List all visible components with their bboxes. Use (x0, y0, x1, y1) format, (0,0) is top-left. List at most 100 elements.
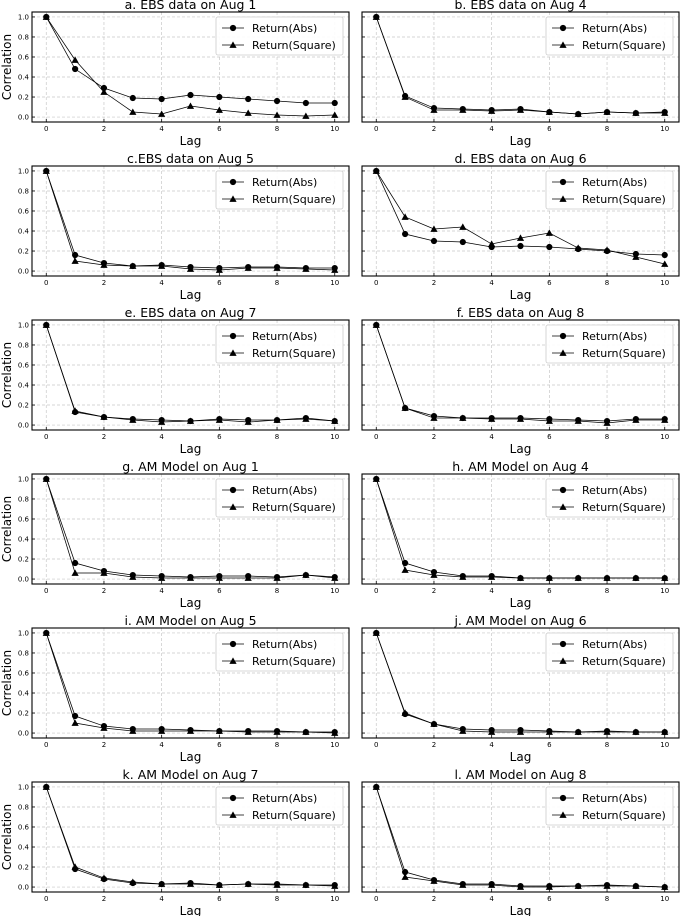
legend: Return(Abs) Return(Square) (215, 324, 344, 364)
data-point (661, 109, 669, 116)
data-point (372, 475, 380, 482)
subplot-title: h. AM Model on Aug 4 (452, 459, 589, 474)
x-tick-label: 10 (660, 279, 669, 287)
x-tick-label: 2 (102, 125, 106, 133)
x-axis-label: Lag (180, 288, 202, 302)
data-point (158, 418, 166, 425)
legend-marker (229, 41, 237, 48)
axes-frame (361, 473, 680, 585)
data-point (545, 108, 553, 115)
axes-frame (361, 11, 680, 123)
data-point (245, 95, 252, 103)
data-point (516, 234, 525, 241)
data-point (186, 417, 195, 424)
legend-label: Return(Abs) (252, 638, 317, 651)
axes-frame (31, 473, 350, 585)
data-point (574, 244, 582, 251)
subplot-12: l. AM Model on Aug 8 0 2 4 6 8 10 Lag Return(Abs… (361, 767, 680, 916)
legend-box (545, 16, 674, 56)
data-point (273, 111, 281, 118)
x-axis-label: Lag (180, 750, 202, 764)
data-point (401, 873, 409, 880)
data-point (402, 868, 409, 876)
x-tick-label: 6 (547, 279, 552, 287)
x-tick-label: 0 (44, 741, 48, 749)
data-point (71, 863, 79, 870)
series-return-square (42, 321, 339, 425)
x-tick-label: 4 (159, 125, 164, 133)
x-tick-label: 2 (432, 741, 436, 749)
x-axis-label: Lag (180, 442, 202, 456)
subplot-title: d. EBS data on Aug 6 (454, 151, 586, 166)
data-point (603, 419, 611, 426)
data-point (545, 417, 553, 424)
x-tick-label: 0 (44, 433, 48, 441)
x-tick-label: 8 (605, 587, 609, 595)
data-point (516, 415, 525, 422)
data-point (574, 882, 582, 889)
x-tick-label: 2 (102, 279, 106, 287)
legend-label: Return(Square) (582, 193, 666, 206)
legend-box (545, 786, 674, 826)
y-tick-label: 0.4 (18, 844, 30, 852)
data-point (187, 91, 194, 99)
legend-label: Return(Square) (252, 39, 336, 52)
data-point (302, 415, 310, 422)
data-point (129, 262, 137, 269)
data-point (244, 728, 252, 735)
y-tick-label: 0.0 (18, 884, 29, 892)
legend-marker (559, 640, 567, 648)
data-point (516, 728, 525, 735)
x-axis-label: Lag (510, 750, 532, 764)
data-point (372, 629, 380, 636)
legend-marker (229, 332, 237, 340)
data-point (546, 243, 553, 251)
legend-label: Return(Abs) (582, 22, 647, 35)
x-tick-label: 8 (605, 741, 609, 749)
x-tick-label: 10 (330, 125, 339, 133)
legend-label: Return(Square) (252, 809, 336, 822)
data-point (100, 261, 108, 268)
y-tick-label: 0.6 (18, 53, 30, 61)
data-point (302, 881, 310, 888)
series-return-square (42, 13, 339, 119)
data-point (186, 102, 195, 109)
x-tick-label: 0 (44, 279, 48, 287)
y-tick-label: 0.8 (18, 803, 29, 811)
y-tick-label: 0.6 (18, 669, 30, 677)
legend-label: Return(Square) (582, 39, 666, 52)
axes-frame (31, 627, 350, 739)
legend-marker (229, 503, 237, 510)
legend-box (545, 170, 674, 210)
data-point (632, 416, 640, 423)
x-tick-label: 6 (547, 125, 552, 133)
legend: Return(Abs) Return(Square) (545, 324, 674, 364)
subplot-title: l. AM Model on Aug 8 (454, 767, 586, 782)
data-point (129, 108, 137, 115)
gridlines (362, 320, 679, 430)
data-point (273, 574, 281, 581)
data-point (244, 418, 252, 425)
x-tick-label: 10 (330, 433, 339, 441)
data-point (488, 573, 496, 580)
data-point (302, 99, 309, 107)
y-tick-label: 0.2 (18, 94, 29, 102)
x-tick-label: 6 (547, 895, 552, 903)
data-point (632, 882, 640, 889)
x-tick-label: 10 (660, 125, 669, 133)
legend-label: Return(Square) (252, 655, 336, 668)
axes-frame (31, 781, 350, 893)
data-point (302, 112, 310, 119)
data-point (430, 877, 438, 884)
data-point (244, 264, 252, 271)
data-point (459, 414, 467, 421)
x-axis-label: Lag (510, 904, 532, 916)
data-point (516, 574, 525, 581)
legend-marker (559, 41, 567, 48)
legend-marker (229, 657, 237, 664)
x-axis-label: Lag (510, 596, 532, 610)
x-tick-label: 0 (44, 895, 48, 903)
subplot-3: c.EBS data on Aug 5 0 2 4 6 8 10 0.0 0.2 0.4 0.6 0.… (18, 151, 350, 302)
gridlines (362, 12, 679, 122)
data-point (661, 574, 669, 581)
